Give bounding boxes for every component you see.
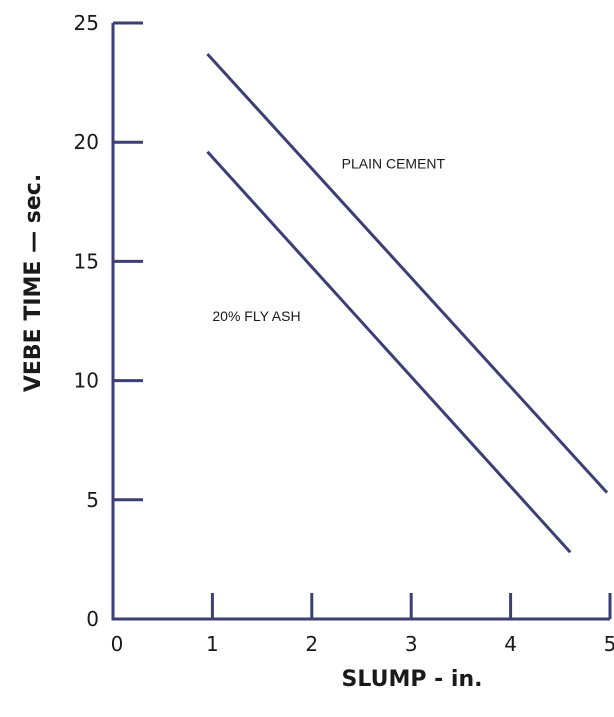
y-tick-label: 10 [74, 369, 99, 393]
series-label: 20% FLY ASH [212, 308, 300, 324]
y-tick-label: 20 [74, 130, 99, 154]
x-axis-title: SLUMP - in. [342, 667, 483, 692]
series-line-fly-ash [206, 150, 572, 554]
y-tick-label: 25 [74, 11, 99, 35]
y-tick-label: 0 [86, 607, 99, 631]
x-tick-label: 0 [111, 632, 124, 656]
series-layer: PLAIN CEMENT 20% FLY ASH [206, 52, 609, 554]
x-tick-label: 5 [604, 632, 614, 656]
y-tick-label: 5 [86, 488, 99, 512]
axes: 0 5 10 15 20 25 0 1 2 3 4 5 [74, 11, 614, 656]
x-tick-label: 1 [206, 632, 219, 656]
x-tick-label: 2 [305, 632, 318, 656]
series-label: PLAIN CEMENT [342, 155, 446, 171]
series-line-plain-cement [206, 52, 609, 494]
x-tick-label: 3 [405, 632, 418, 656]
x-tick-label: 4 [504, 632, 517, 656]
y-tick-label: 15 [74, 249, 99, 273]
y-axis-title: VEBE TIME — sec. [21, 174, 46, 392]
